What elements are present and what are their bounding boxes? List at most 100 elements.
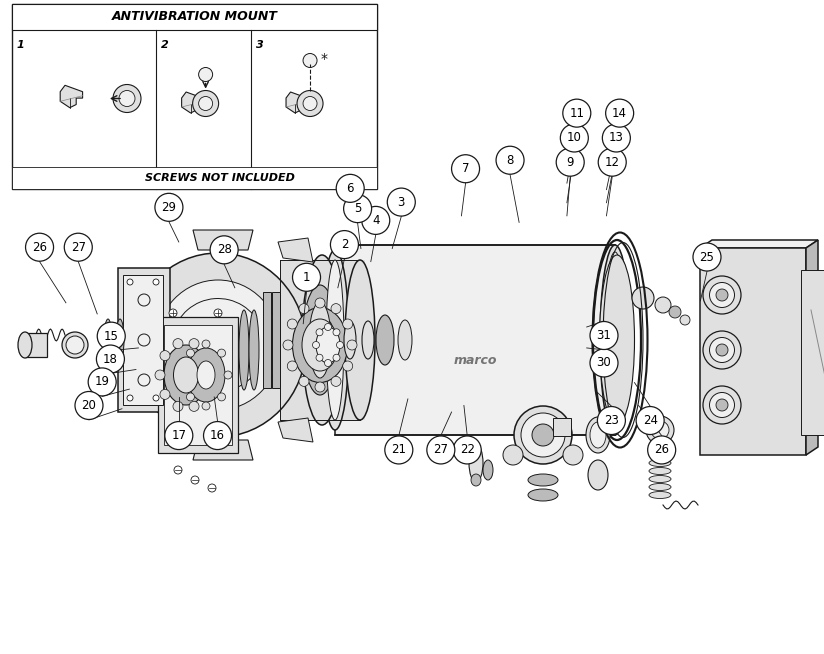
Text: 18: 18 bbox=[103, 353, 118, 366]
Circle shape bbox=[336, 341, 344, 349]
Polygon shape bbox=[193, 440, 253, 460]
Circle shape bbox=[316, 354, 323, 361]
Ellipse shape bbox=[604, 252, 626, 428]
Circle shape bbox=[202, 351, 212, 360]
Bar bbox=[553, 418, 571, 436]
Ellipse shape bbox=[703, 331, 741, 369]
Ellipse shape bbox=[187, 348, 225, 402]
Circle shape bbox=[344, 195, 372, 222]
Circle shape bbox=[333, 354, 340, 361]
Ellipse shape bbox=[130, 253, 306, 437]
Text: 4: 4 bbox=[372, 214, 380, 227]
Ellipse shape bbox=[302, 255, 342, 425]
Ellipse shape bbox=[532, 424, 554, 446]
Ellipse shape bbox=[703, 386, 741, 424]
Circle shape bbox=[180, 371, 188, 379]
Circle shape bbox=[598, 148, 626, 176]
Ellipse shape bbox=[632, 287, 654, 309]
Bar bbox=[12, 167, 377, 189]
Bar bbox=[118, 268, 170, 412]
Ellipse shape bbox=[309, 302, 331, 378]
Text: 7: 7 bbox=[461, 162, 470, 175]
Ellipse shape bbox=[156, 280, 280, 410]
Circle shape bbox=[333, 329, 340, 336]
Ellipse shape bbox=[716, 344, 728, 356]
Circle shape bbox=[316, 329, 323, 336]
Circle shape bbox=[169, 433, 177, 441]
Circle shape bbox=[325, 324, 331, 330]
Circle shape bbox=[214, 309, 222, 317]
Text: 11: 11 bbox=[569, 107, 584, 120]
Text: 26: 26 bbox=[654, 443, 669, 456]
Circle shape bbox=[331, 303, 341, 314]
Text: 3: 3 bbox=[398, 196, 405, 209]
Circle shape bbox=[303, 54, 317, 67]
Ellipse shape bbox=[116, 319, 124, 361]
Circle shape bbox=[387, 188, 415, 216]
Circle shape bbox=[283, 340, 293, 350]
Ellipse shape bbox=[18, 332, 32, 358]
Ellipse shape bbox=[483, 460, 493, 480]
Ellipse shape bbox=[649, 492, 671, 498]
Ellipse shape bbox=[469, 444, 483, 482]
Ellipse shape bbox=[709, 283, 734, 307]
Ellipse shape bbox=[174, 357, 199, 393]
Ellipse shape bbox=[302, 285, 338, 395]
Circle shape bbox=[173, 402, 183, 411]
Polygon shape bbox=[278, 238, 313, 262]
Text: *: * bbox=[321, 52, 328, 65]
Ellipse shape bbox=[649, 468, 671, 475]
Circle shape bbox=[174, 466, 182, 474]
Bar bbox=[272, 292, 280, 388]
Bar bbox=[801, 270, 824, 435]
Circle shape bbox=[96, 345, 124, 373]
Ellipse shape bbox=[600, 245, 630, 435]
Text: 1: 1 bbox=[302, 271, 311, 284]
Ellipse shape bbox=[649, 451, 671, 458]
Circle shape bbox=[88, 368, 116, 396]
Ellipse shape bbox=[326, 260, 344, 420]
Circle shape bbox=[218, 393, 226, 401]
Circle shape bbox=[173, 339, 183, 349]
Circle shape bbox=[563, 99, 591, 127]
Ellipse shape bbox=[680, 315, 690, 325]
Text: 2: 2 bbox=[162, 40, 169, 50]
Ellipse shape bbox=[716, 289, 728, 301]
Circle shape bbox=[362, 207, 390, 234]
Text: ANTIVIBRATION MOUNT: ANTIVIBRATION MOUNT bbox=[111, 10, 278, 24]
Ellipse shape bbox=[709, 392, 734, 417]
Circle shape bbox=[138, 334, 150, 346]
Circle shape bbox=[193, 90, 218, 116]
Circle shape bbox=[330, 231, 358, 258]
Circle shape bbox=[208, 484, 216, 492]
Circle shape bbox=[606, 99, 634, 127]
Bar bbox=[335, 245, 615, 435]
Ellipse shape bbox=[376, 315, 394, 365]
Text: 29: 29 bbox=[162, 201, 176, 214]
Text: 25: 25 bbox=[700, 250, 714, 264]
Ellipse shape bbox=[703, 276, 741, 314]
Circle shape bbox=[207, 370, 217, 380]
Text: 2: 2 bbox=[340, 238, 349, 251]
Circle shape bbox=[210, 236, 238, 264]
Ellipse shape bbox=[239, 310, 249, 390]
Circle shape bbox=[288, 361, 297, 371]
Circle shape bbox=[138, 374, 150, 386]
Ellipse shape bbox=[651, 421, 669, 439]
Ellipse shape bbox=[590, 422, 606, 448]
Ellipse shape bbox=[321, 250, 349, 430]
Text: 20: 20 bbox=[82, 399, 96, 412]
Bar bbox=[12, 4, 377, 189]
Ellipse shape bbox=[649, 460, 671, 466]
Circle shape bbox=[427, 436, 455, 464]
Circle shape bbox=[385, 436, 413, 464]
Text: 19: 19 bbox=[95, 375, 110, 388]
Ellipse shape bbox=[649, 483, 671, 490]
Text: 8: 8 bbox=[507, 154, 513, 167]
Polygon shape bbox=[181, 92, 203, 113]
Ellipse shape bbox=[600, 255, 634, 425]
Circle shape bbox=[202, 340, 210, 348]
Circle shape bbox=[648, 436, 676, 464]
Ellipse shape bbox=[362, 321, 374, 359]
Ellipse shape bbox=[586, 417, 610, 453]
